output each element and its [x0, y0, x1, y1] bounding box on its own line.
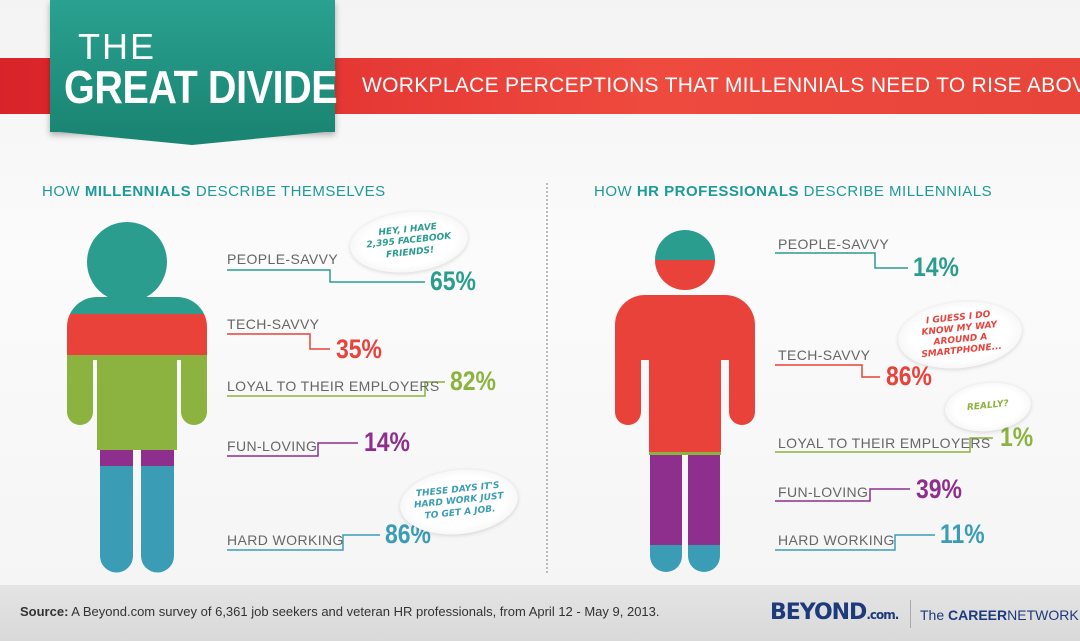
logo-tagline: The CAREERNETWORK™	[920, 607, 1080, 623]
left-section-heading: HOW MILLENNIALS DESCRIBE THEMSELVES	[42, 183, 386, 200]
left-value-fun-loving: 14%	[364, 427, 410, 457]
right-label-hard-working: HARD WORKING	[778, 532, 895, 548]
title-small: THE	[78, 26, 156, 67]
band-tech-savvy	[615, 260, 755, 452]
section-divider	[546, 183, 548, 573]
band-hard-working	[615, 545, 755, 572]
right-value-hard-working: 11%	[940, 519, 985, 549]
leader-line	[775, 437, 993, 453]
band-fun-loving	[67, 450, 207, 466]
millennial-figure	[67, 222, 207, 573]
leader-line	[227, 333, 330, 350]
band-tech-savvy	[67, 314, 207, 355]
leader-line	[227, 534, 380, 551]
left-value-people-savvy: 65%	[430, 266, 476, 296]
leader-line	[227, 269, 425, 283]
leader-line	[227, 442, 358, 457]
right-label-loyal: LOYAL TO THEIR EMPLOYERS	[778, 435, 991, 451]
beyond-logo: BEYOND.com.	[770, 600, 899, 625]
left-value-tech-savvy: 35%	[336, 334, 382, 364]
logo-divider	[910, 600, 911, 628]
right-value-fun-loving: 39%	[916, 474, 962, 504]
leader-line	[775, 534, 935, 551]
source-note: Source: A Beyond.com survey of 6,361 job…	[20, 604, 660, 619]
hr-view-figure	[615, 230, 755, 572]
left-label-tech-savvy: TECH-SAVVY	[227, 316, 320, 332]
left-label-loyal: LOYAL TO THEIR EMPLOYERS	[227, 378, 440, 394]
right-label-fun-loving: FUN-LOVING	[778, 484, 869, 500]
leader-line	[775, 488, 910, 502]
band-people-savvy	[615, 230, 755, 260]
band-loyal	[67, 355, 207, 450]
left-value-loyal: 82%	[450, 366, 496, 396]
right-value-people-savvy: 14%	[913, 252, 959, 282]
title-ribbon	[50, 0, 335, 132]
left-label-fun-loving: FUN-LOVING	[227, 438, 318, 454]
leader-line	[775, 364, 880, 378]
title-main: GREAT DIVIDE	[64, 61, 338, 113]
band-hard-working	[67, 466, 207, 573]
leader-line	[775, 252, 908, 269]
footer	[0, 585, 1080, 641]
right-value-tech-savvy: 86%	[886, 361, 932, 391]
left-label-hard-working: HARD WORKING	[227, 532, 344, 548]
band-people-savvy	[67, 222, 207, 314]
title-ribbon-point	[50, 131, 335, 145]
right-section-heading: HOW HR PROFESSIONALS DESCRIBE MILLENNIAL…	[594, 183, 993, 200]
left-label-people-savvy: PEOPLE-SAVVY	[227, 251, 339, 267]
band-loyal	[615, 452, 755, 455]
band-fun-loving	[615, 455, 755, 545]
right-label-tech-savvy: TECH-SAVVY	[778, 347, 871, 363]
right-label-people-savvy: PEOPLE-SAVVY	[778, 236, 890, 252]
header-subtitle: WORKPLACE PERCEPTIONS THAT MILLENNIALS N…	[362, 74, 1080, 97]
leader-line	[227, 381, 445, 397]
